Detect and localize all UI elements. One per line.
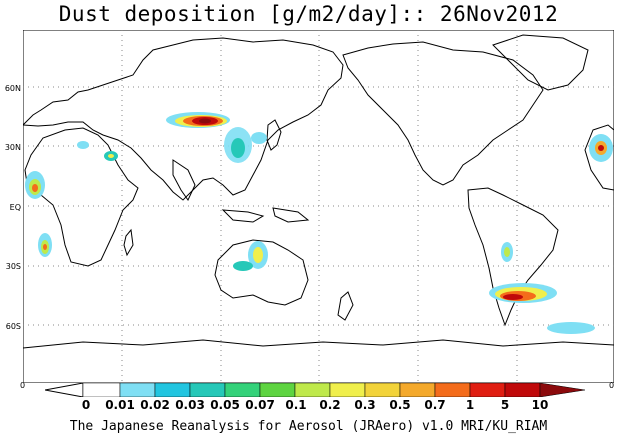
coastlines <box>23 34 614 349</box>
map-title: Dust deposition [g/m2/day]:: 26Nov2012 <box>58 2 559 26</box>
colorbar-label: 0.2 <box>319 398 341 412</box>
colorbar-label: 0.7 <box>424 398 446 412</box>
lat-label-60s: 60S <box>5 322 21 331</box>
colorbar-label: 0.07 <box>245 398 275 412</box>
colorbar-label: 0.05 <box>210 398 240 412</box>
colorbar-label: 0 <box>81 398 91 412</box>
world-map <box>23 30 614 383</box>
lon-label-right: 0 <box>609 381 615 390</box>
lon-label-left: 0 <box>20 381 26 390</box>
footer-credit: The Japanese Reanalysis for Aerosol (JRA… <box>69 419 548 434</box>
colorbar-label: 0.5 <box>389 398 411 412</box>
colorbar-label: 10 <box>531 398 549 412</box>
colorbar-label: 5 <box>500 398 510 412</box>
colorbar <box>45 383 586 397</box>
colorbar-label: 0.02 <box>140 398 170 412</box>
grid <box>23 30 614 383</box>
lat-label-30s: 30S <box>5 262 21 271</box>
dust-deposition-fields <box>25 112 613 334</box>
colorbar-label: 1 <box>465 398 475 412</box>
lat-label-30n: 30N <box>4 143 21 152</box>
colorbar-label: 0.3 <box>354 398 376 412</box>
colorbar-label: 0.03 <box>175 398 205 412</box>
colorbar-label: 0.1 <box>285 398 307 412</box>
lat-label-60n: 60N <box>4 84 21 93</box>
lat-label-eq: EQ <box>9 203 21 212</box>
colorbar-label: 0.01 <box>105 398 135 412</box>
